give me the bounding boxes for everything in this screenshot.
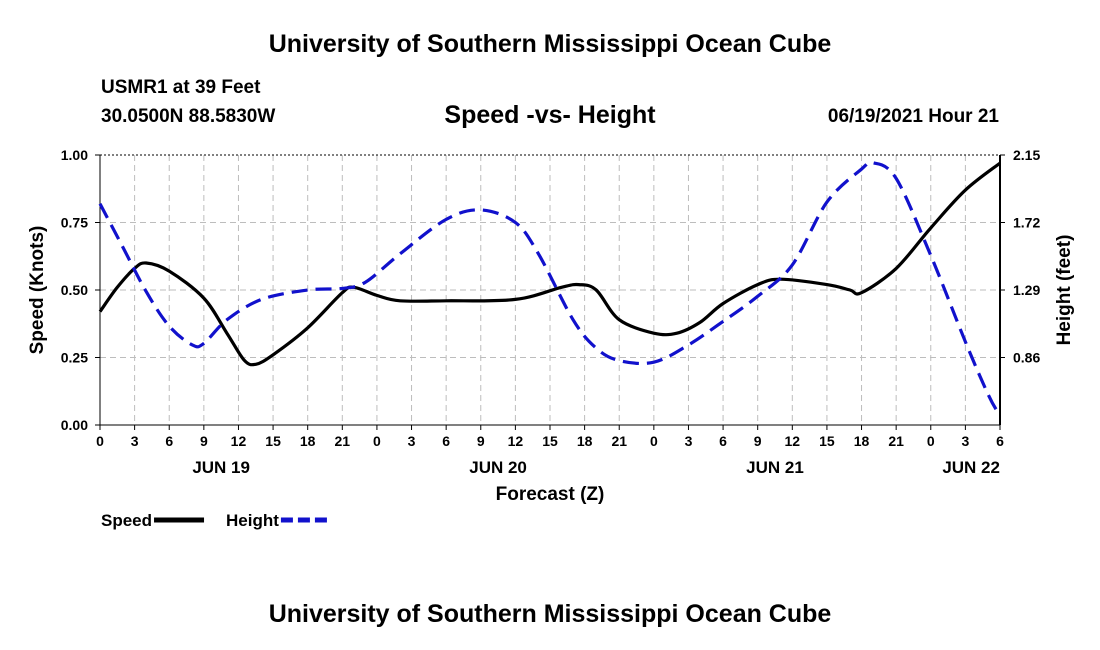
height-series-line [98,160,1002,417]
y-tick-label: 1.00 [61,147,88,163]
date-label: JUN 21 [746,458,804,477]
date-label: JUN 20 [469,458,527,477]
y-tick-label: 0.25 [61,350,88,366]
x-tick-label: 9 [200,433,208,449]
datetime-label: 06/19/2021 Hour 21 [827,106,999,127]
footer-title: University of Southern Mississippi Ocean… [268,600,832,628]
x-tick-label: 15 [542,433,558,449]
coordinates-label: 30.0500N 88.5830W [101,106,276,127]
speed-height-chart: 0 3 6 9 12 15 18 21 0 3 6 9 12 15 18 21 0 3 6 9 12 15 18 21 0 3 6 J… [27,147,1075,530]
speed-series-line [98,161,1001,367]
x-tick-label: 21 [335,433,351,449]
x-tick-label: 15 [265,433,281,449]
y-tick-label: 0.75 [61,215,88,231]
x-tick-label: 18 [577,433,593,449]
legend-label-speed: Speed [101,511,152,530]
x-tick-label: 18 [300,433,316,449]
date-label: JUN 19 [192,458,250,477]
x-tick-label: 0 [373,433,381,449]
y2-tick-label: 1.29 [1013,282,1040,298]
station-label: USMR1 at 39 Feet [101,77,261,98]
x-tick-label: 6 [996,433,1004,449]
x-tick-label: 18 [854,433,870,449]
x-tick-label: 12 [785,433,801,449]
x-tick-label: 0 [927,433,935,449]
x-tick-label: 21 [611,433,627,449]
x-tick-label: 15 [819,433,835,449]
x-tick-label: 12 [231,433,247,449]
x-tick-label: 3 [408,433,416,449]
date-label: JUN 22 [942,458,1000,477]
x-tick-label: 6 [165,433,173,449]
x-axis-label: Forecast (Z) [496,484,605,505]
legend-label-height: Height [226,511,279,530]
y2-tick-label: 2.15 [1013,147,1040,163]
page-title: University of Southern Mississippi Ocean… [268,30,832,58]
x-tick-label: 9 [477,433,485,449]
x-tick-label: 6 [719,433,727,449]
y-axis-label: Speed (Knots) [27,226,48,355]
chart-title: Speed -vs- Height [444,101,656,129]
x-tick-label: 9 [754,433,762,449]
y-tick-label: 0.00 [61,417,88,433]
y2-axis-label: Height (feet) [1054,235,1075,346]
y2-tick-label: 1.72 [1013,215,1040,231]
x-tick-label: 12 [508,433,524,449]
y-tick-label: 0.50 [61,282,88,298]
x-tick-label: 0 [96,433,104,449]
x-tick-label: 6 [442,433,450,449]
x-tick-label: 3 [961,433,969,449]
x-tick-label: 3 [685,433,693,449]
x-tick-label: 0 [650,433,658,449]
y2-tick-label: 0.86 [1013,350,1040,366]
x-tick-label: 3 [131,433,139,449]
x-tick-label: 21 [888,433,904,449]
